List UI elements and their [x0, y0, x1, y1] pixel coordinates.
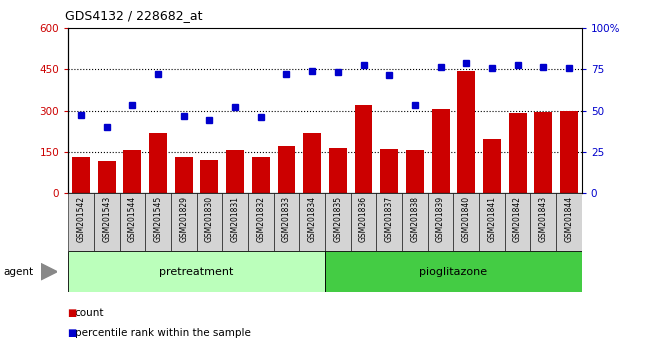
Bar [146, 193, 171, 251]
Bar [428, 193, 454, 251]
Bar [248, 193, 274, 251]
Bar [479, 193, 505, 251]
Text: GSM201835: GSM201835 [333, 196, 343, 242]
Text: GSM201839: GSM201839 [436, 196, 445, 242]
Text: GSM201838: GSM201838 [410, 196, 419, 242]
Text: GSM201832: GSM201832 [256, 196, 265, 242]
Bar [196, 193, 222, 251]
Bar [560, 111, 578, 193]
Bar [72, 157, 90, 193]
Text: GSM201830: GSM201830 [205, 196, 214, 242]
Text: pretreatment: pretreatment [159, 267, 234, 277]
Bar [300, 193, 325, 251]
Bar [274, 193, 299, 251]
Bar [508, 113, 526, 193]
Text: count: count [75, 308, 104, 318]
Bar [406, 150, 424, 193]
Bar [505, 193, 530, 251]
Bar [94, 193, 120, 251]
Text: GSM201831: GSM201831 [231, 196, 240, 242]
Bar [351, 193, 376, 251]
Text: ■: ■ [67, 308, 76, 318]
Text: GSM201829: GSM201829 [179, 196, 188, 242]
Text: GSM201837: GSM201837 [385, 196, 394, 242]
Text: GDS4132 / 228682_at: GDS4132 / 228682_at [65, 9, 203, 22]
Bar [171, 193, 196, 251]
Text: ■: ■ [67, 328, 76, 338]
Bar [226, 150, 244, 193]
Bar [454, 193, 479, 251]
Bar [175, 157, 193, 193]
Text: GSM201843: GSM201843 [539, 196, 548, 242]
Bar [376, 193, 402, 251]
Bar [149, 133, 167, 193]
Text: GSM201542: GSM201542 [77, 196, 86, 242]
Text: percentile rank within the sample: percentile rank within the sample [75, 328, 251, 338]
Text: GSM201833: GSM201833 [282, 196, 291, 242]
Text: agent: agent [3, 267, 33, 277]
Text: GSM201543: GSM201543 [102, 196, 111, 242]
Bar [278, 146, 296, 193]
Bar [252, 157, 270, 193]
Text: GSM201834: GSM201834 [307, 196, 317, 242]
Bar [530, 193, 556, 251]
Bar [222, 193, 248, 251]
Text: GSM201544: GSM201544 [128, 196, 137, 242]
Bar [124, 150, 142, 193]
Bar [380, 149, 398, 193]
Bar [325, 251, 582, 292]
Bar [68, 251, 325, 292]
Text: GSM201841: GSM201841 [488, 196, 497, 242]
Bar [432, 109, 450, 193]
Bar [402, 193, 428, 251]
Bar [483, 139, 501, 193]
Text: pioglitazone: pioglitazone [419, 267, 488, 277]
Bar [556, 193, 582, 251]
Bar [354, 105, 372, 193]
Bar [534, 112, 552, 193]
Bar [329, 148, 347, 193]
Text: GSM201836: GSM201836 [359, 196, 368, 242]
Bar [98, 161, 116, 193]
Text: GSM201844: GSM201844 [564, 196, 573, 242]
Bar [303, 133, 321, 193]
Bar [325, 193, 351, 251]
Bar [457, 71, 475, 193]
Bar [68, 193, 94, 251]
Polygon shape [41, 263, 57, 280]
Bar [120, 193, 146, 251]
Text: GSM201842: GSM201842 [513, 196, 522, 242]
Text: GSM201840: GSM201840 [462, 196, 471, 242]
Bar [200, 160, 218, 193]
Text: GSM201545: GSM201545 [153, 196, 162, 242]
